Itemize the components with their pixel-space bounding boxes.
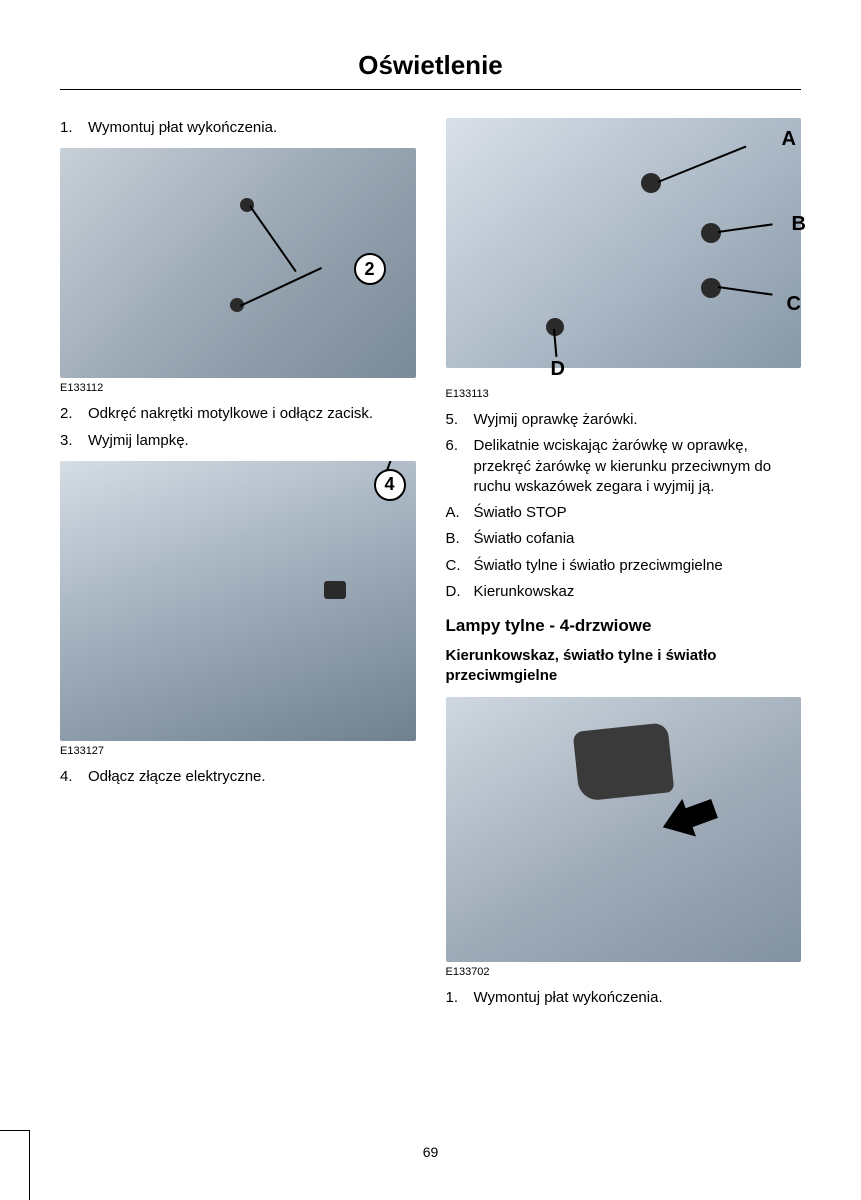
label-a: A [782, 128, 796, 151]
item-text: Światło tylne i światło przeciwmgielne [474, 556, 802, 576]
item-a: A. Światło STOP [446, 503, 802, 523]
item-letter: A. [446, 503, 474, 523]
label-d: D [551, 358, 565, 381]
item-b: B. Światło cofania [446, 529, 802, 549]
figure-3-image [446, 118, 802, 368]
step-number: 4. [60, 767, 88, 787]
page-number: 69 [423, 1144, 439, 1160]
figure-4-code: E133702 [446, 966, 802, 978]
step-number: 2. [60, 404, 88, 424]
left-column: 1. Wymontuj płat wykończenia. 2 E133112 … [60, 118, 416, 1014]
figure-2-code: E133127 [60, 745, 416, 757]
step-5: 5. Wyjmij oprawkę żarówki. [446, 410, 802, 430]
figure-1-image: 2 [60, 148, 416, 378]
figure-2: 4 [60, 461, 416, 741]
step-2: 2. Odkręć nakrętki motylkowe i odłącz za… [60, 404, 416, 424]
step-text: Wyjmij oprawkę żarówki. [474, 410, 802, 430]
figure-3: A B C D [446, 118, 802, 368]
step-text: Wymontuj płat wykończenia. [88, 118, 416, 138]
figure-3-code: E133113 [446, 388, 802, 400]
label-c: C [787, 293, 801, 316]
step-text: Odłącz złącze elektryczne. [88, 767, 416, 787]
content-columns: 1. Wymontuj płat wykończenia. 2 E133112 … [60, 118, 801, 1014]
corner-tab [0, 1130, 30, 1200]
step-text: Wymontuj płat wykończenia. [474, 988, 802, 1008]
figure-2-image: 4 [60, 461, 416, 741]
step-1: 1. Wymontuj płat wykończenia. [60, 118, 416, 138]
step-6: 6. Delikatnie wciskając żarówkę w oprawk… [446, 436, 802, 497]
item-text: Światło STOP [474, 503, 802, 523]
item-letter: B. [446, 529, 474, 549]
item-c: C. Światło tylne i światło przeciwmgieln… [446, 556, 802, 576]
step-4: 4. Odłącz złącze elektryczne. [60, 767, 416, 787]
callout-4: 4 [374, 469, 406, 501]
item-d: D. Kierunkowskaz [446, 582, 802, 602]
step-text: Odkręć nakrętki motylkowe i odłącz zacis… [88, 404, 416, 424]
step-number: 5. [446, 410, 474, 430]
figure-4 [446, 697, 802, 962]
step-number: 6. [446, 436, 474, 497]
item-letter: D. [446, 582, 474, 602]
step-3: 3. Wyjmij lampkę. [60, 431, 416, 451]
item-text: Światło cofania [474, 529, 802, 549]
subheading-rear-lamps: Lampy tylne - 4-drzwiowe [446, 616, 802, 636]
step-text: Wyjmij lampkę. [88, 431, 416, 451]
step-text: Delikatnie wciskając żarówkę w oprawkę, … [474, 436, 802, 497]
arrow-icon [661, 792, 721, 842]
page-title: Oświetlenie [60, 50, 801, 90]
step-1b: 1. Wymontuj płat wykończenia. [446, 988, 802, 1008]
figure-1: 2 [60, 148, 416, 378]
step-number: 3. [60, 431, 88, 451]
figure-1-code: E133112 [60, 382, 416, 394]
label-b: B [792, 213, 806, 236]
figure-4-image [446, 697, 802, 962]
item-text: Kierunkowskaz [474, 582, 802, 602]
callout-2: 2 [354, 253, 386, 285]
step-number: 1. [60, 118, 88, 138]
subheading-indicator: Kierunkowskaz, światło tylne i światło p… [446, 646, 802, 685]
item-letter: C. [446, 556, 474, 576]
step-number: 1. [446, 988, 474, 1008]
right-column: A B C D E133113 5. Wyjmij oprawkę żarówk… [446, 118, 802, 1014]
